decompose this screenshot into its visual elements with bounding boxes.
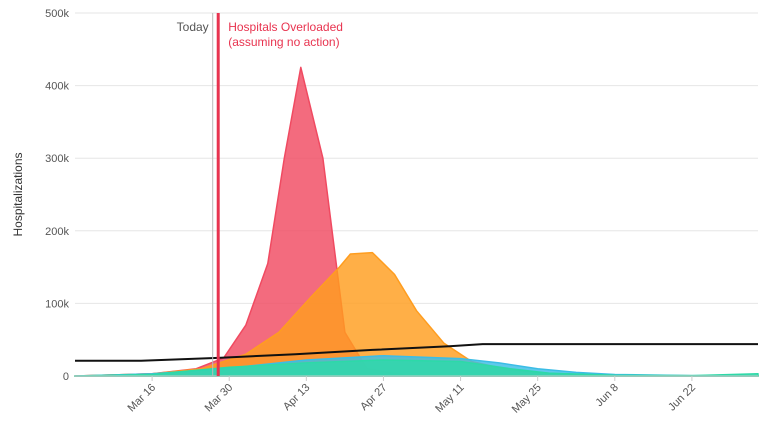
y-tick-label: 500k <box>45 8 69 20</box>
series-layer <box>74 66 759 377</box>
x-tick-label: Mar 30 <box>203 382 236 415</box>
y-axis-label: Hospitalizations <box>11 152 25 236</box>
series-area-3 <box>74 359 759 377</box>
y-axis-ticks: 0 100k 200k 300k 400k 500k <box>45 8 69 383</box>
y-tick-label: 400k <box>45 81 69 93</box>
x-tick-label: May 11 <box>433 382 466 415</box>
y-tick-label: 0 <box>63 371 69 383</box>
hospitals-overloaded-sublabel: (assuming no action) <box>228 35 339 49</box>
x-tick-label: Mar 16 <box>126 382 159 415</box>
hospitals-overloaded-label: Hospitals Overloaded <box>228 20 343 34</box>
x-axis: Mar 16 Mar 30 Apr 13 Apr 27 May 11 May 25 Jun … <box>75 375 758 416</box>
today-label: Today <box>177 20 209 34</box>
annotations: Today Hospitals Overloaded (assuming no … <box>177 13 343 376</box>
x-tick-label: Jun 22 <box>666 382 698 414</box>
y-tick-label: 100k <box>45 298 69 310</box>
y-tick-label: 300k <box>45 153 69 165</box>
x-tick-label: May 25 <box>510 382 544 416</box>
x-tick-label: Apr 13 <box>281 382 312 413</box>
x-tick-label: Jun 8 <box>593 382 621 410</box>
y-tick-label: 200k <box>45 226 69 238</box>
series-line-4 <box>75 343 758 362</box>
x-tick-label: Apr 27 <box>358 382 389 413</box>
